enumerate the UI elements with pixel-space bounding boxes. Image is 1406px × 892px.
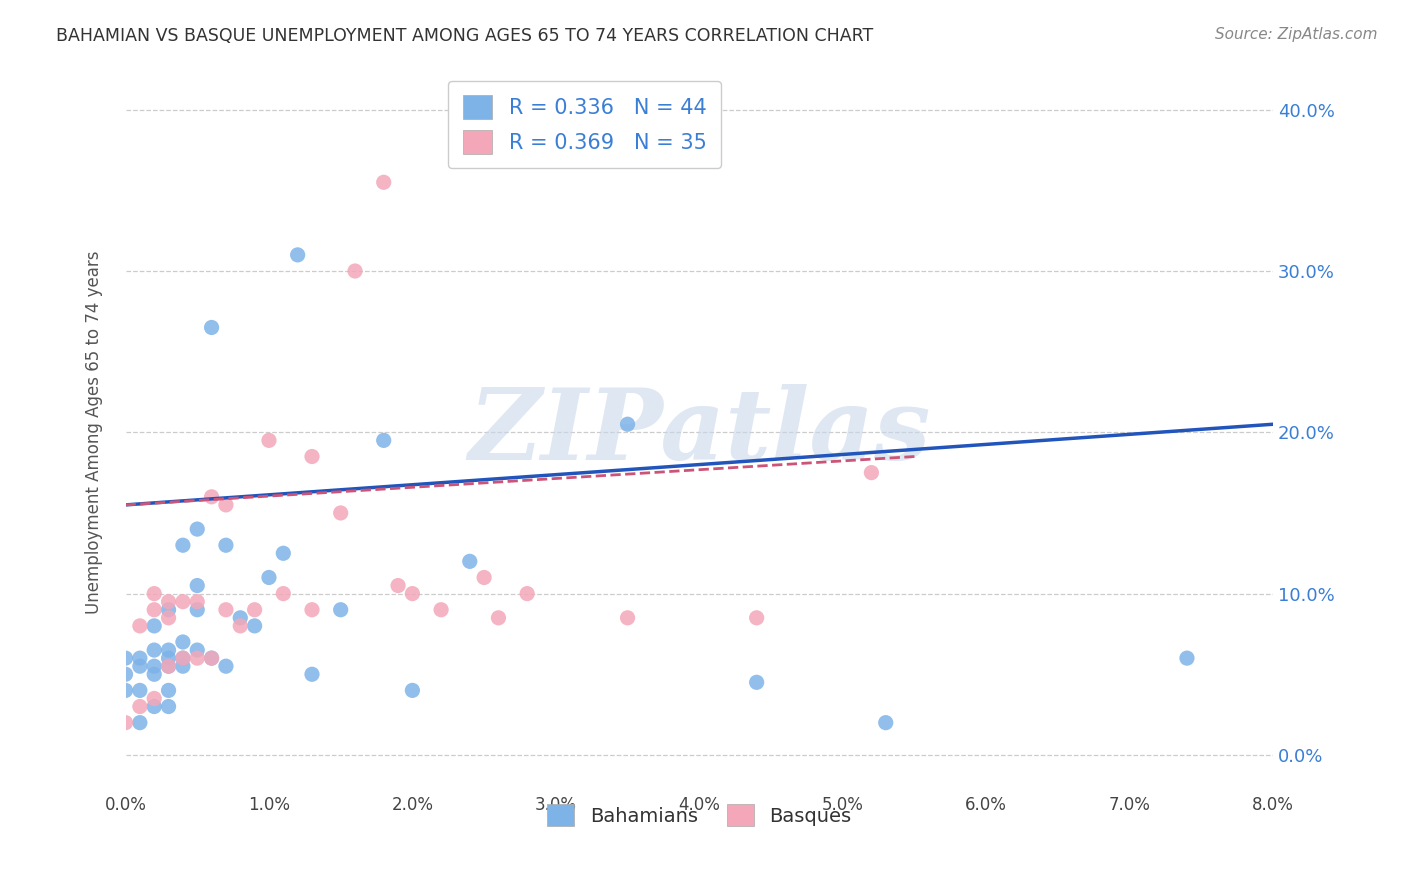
- Point: [143, 667, 166, 681]
- Point: [745, 611, 768, 625]
- Point: [215, 603, 238, 617]
- Point: [157, 683, 180, 698]
- Point: [745, 675, 768, 690]
- Point: [329, 603, 352, 617]
- Point: [143, 659, 166, 673]
- Point: [373, 434, 395, 448]
- Point: [143, 691, 166, 706]
- Point: [172, 635, 194, 649]
- Point: [472, 570, 495, 584]
- Point: [157, 603, 180, 617]
- Point: [128, 715, 150, 730]
- Point: [157, 595, 180, 609]
- Point: [200, 490, 222, 504]
- Point: [373, 175, 395, 189]
- Point: [157, 699, 180, 714]
- Point: [186, 578, 208, 592]
- Point: [516, 586, 538, 600]
- Point: [157, 659, 180, 673]
- Point: [271, 546, 294, 560]
- Point: [458, 554, 481, 568]
- Point: [401, 683, 423, 698]
- Point: [114, 667, 136, 681]
- Point: [215, 659, 238, 673]
- Point: [301, 603, 323, 617]
- Text: BAHAMIAN VS BASQUE UNEMPLOYMENT AMONG AGES 65 TO 74 YEARS CORRELATION CHART: BAHAMIAN VS BASQUE UNEMPLOYMENT AMONG AG…: [56, 27, 873, 45]
- Point: [488, 611, 510, 625]
- Point: [271, 586, 294, 600]
- Point: [387, 578, 409, 592]
- Legend: Bahamians, Basques: Bahamians, Basques: [538, 797, 859, 834]
- Point: [200, 651, 222, 665]
- Point: [257, 570, 280, 584]
- Text: Source: ZipAtlas.com: Source: ZipAtlas.com: [1215, 27, 1378, 42]
- Point: [186, 643, 208, 657]
- Point: [301, 667, 323, 681]
- Point: [143, 699, 166, 714]
- Point: [875, 715, 897, 730]
- Point: [301, 450, 323, 464]
- Point: [243, 619, 266, 633]
- Point: [186, 651, 208, 665]
- Point: [128, 659, 150, 673]
- Point: [172, 651, 194, 665]
- Point: [143, 619, 166, 633]
- Point: [172, 595, 194, 609]
- Point: [215, 498, 238, 512]
- Point: [157, 643, 180, 657]
- Point: [1175, 651, 1198, 665]
- Point: [186, 522, 208, 536]
- Point: [200, 651, 222, 665]
- Point: [128, 651, 150, 665]
- Point: [616, 417, 638, 432]
- Point: [200, 320, 222, 334]
- Point: [243, 603, 266, 617]
- Point: [860, 466, 883, 480]
- Point: [186, 595, 208, 609]
- Point: [114, 715, 136, 730]
- Point: [172, 538, 194, 552]
- Point: [143, 643, 166, 657]
- Point: [143, 586, 166, 600]
- Point: [172, 651, 194, 665]
- Point: [430, 603, 453, 617]
- Point: [329, 506, 352, 520]
- Point: [114, 683, 136, 698]
- Point: [128, 699, 150, 714]
- Point: [157, 659, 180, 673]
- Point: [616, 611, 638, 625]
- Point: [157, 611, 180, 625]
- Point: [229, 619, 252, 633]
- Point: [401, 586, 423, 600]
- Point: [344, 264, 367, 278]
- Text: ZIPatlas: ZIPatlas: [468, 384, 931, 481]
- Point: [257, 434, 280, 448]
- Point: [128, 683, 150, 698]
- Point: [157, 651, 180, 665]
- Point: [215, 538, 238, 552]
- Point: [128, 619, 150, 633]
- Point: [287, 248, 309, 262]
- Point: [229, 611, 252, 625]
- Point: [143, 603, 166, 617]
- Point: [186, 603, 208, 617]
- Point: [114, 651, 136, 665]
- Point: [172, 659, 194, 673]
- Y-axis label: Unemployment Among Ages 65 to 74 years: Unemployment Among Ages 65 to 74 years: [86, 251, 103, 614]
